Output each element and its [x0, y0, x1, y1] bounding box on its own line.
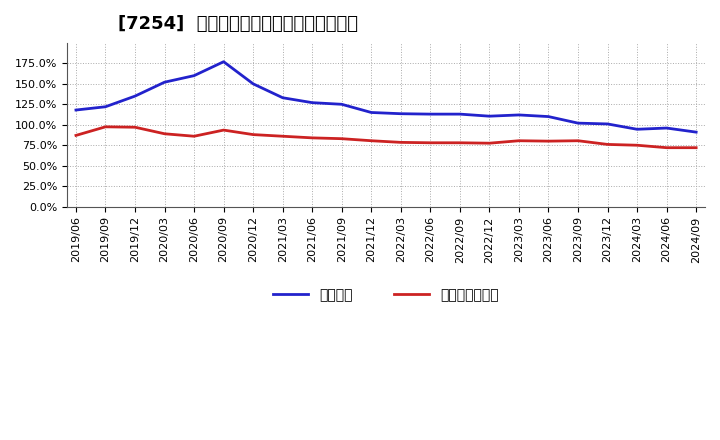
固定比率 [662, 125, 671, 131]
固定長期適合率 [71, 133, 80, 138]
固定長期適合率 [220, 128, 228, 133]
固定長期適合率 [161, 131, 169, 136]
固定長期適合率 [102, 124, 110, 129]
固定比率 [485, 114, 494, 119]
固定比率 [544, 114, 553, 119]
固定長期適合率 [544, 139, 553, 144]
固定比率 [308, 100, 317, 105]
固定長期適合率 [485, 140, 494, 146]
固定長期適合率 [515, 138, 523, 143]
固定長期適合率 [456, 140, 464, 146]
固定比率 [456, 111, 464, 117]
Line: 固定比率: 固定比率 [76, 62, 696, 132]
固定比率 [131, 93, 140, 99]
固定比率 [279, 95, 287, 100]
固定長期適合率 [426, 140, 435, 146]
固定比率 [574, 121, 582, 126]
固定長期適合率 [131, 125, 140, 130]
固定比率 [249, 81, 258, 87]
固定長期適合率 [367, 138, 376, 143]
固定長期適合率 [338, 136, 346, 141]
固定長期適合率 [662, 145, 671, 150]
Line: 固定長期適合率: 固定長期適合率 [76, 127, 696, 148]
固定長期適合率 [249, 132, 258, 137]
固定比率 [633, 127, 642, 132]
固定比率 [71, 107, 80, 113]
Text: [7254]  固定比率、固定長期適合率の推移: [7254] 固定比率、固定長期適合率の推移 [118, 15, 358, 33]
固定長期適合率 [574, 138, 582, 143]
固定長期適合率 [397, 140, 405, 145]
固定比率 [338, 102, 346, 107]
固定比率 [515, 112, 523, 117]
固定比率 [692, 129, 701, 135]
固定比率 [426, 111, 435, 117]
Legend: 固定比率, 固定長期適合率: 固定比率, 固定長期適合率 [268, 282, 504, 308]
固定比率 [190, 73, 199, 78]
固定比率 [102, 104, 110, 110]
固定長期適合率 [279, 134, 287, 139]
固定比率 [161, 80, 169, 85]
固定比率 [367, 110, 376, 115]
固定長期適合率 [692, 145, 701, 150]
固定長期適合率 [603, 142, 612, 147]
固定長期適合率 [190, 134, 199, 139]
固定比率 [603, 121, 612, 127]
固定長期適合率 [633, 143, 642, 148]
固定比率 [397, 111, 405, 116]
固定長期適合率 [308, 135, 317, 140]
固定比率 [220, 59, 228, 64]
